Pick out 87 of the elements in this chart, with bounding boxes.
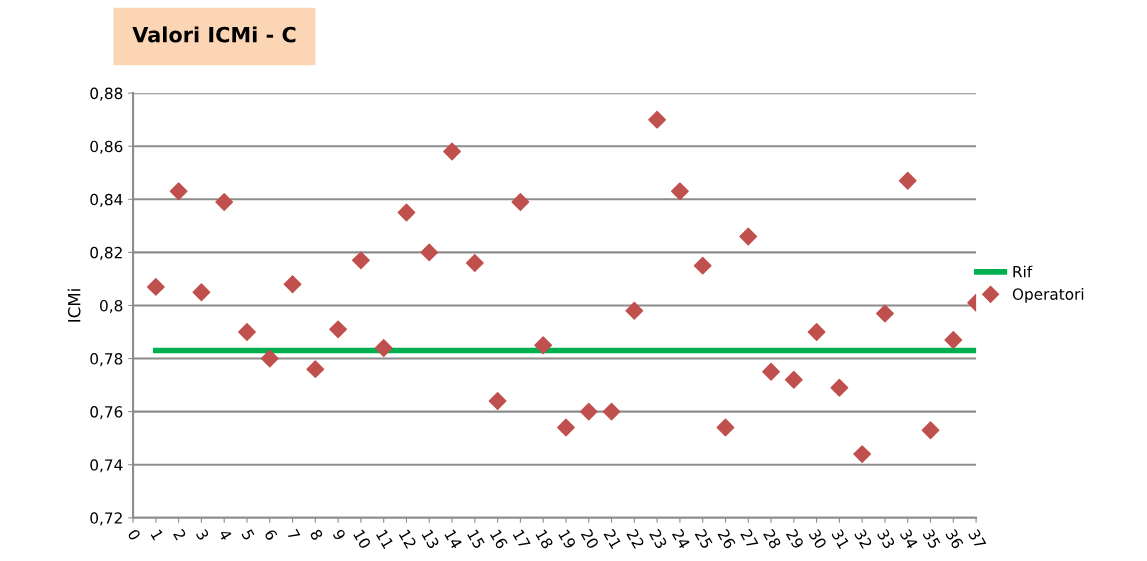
point	[146, 277, 165, 296]
x-tick-label: 7	[287, 528, 301, 541]
point	[192, 283, 211, 302]
x-tick-label: 9	[332, 528, 347, 541]
y-tick-label: 0,86	[90, 140, 123, 154]
x-tick-label: 28	[762, 528, 782, 550]
point	[693, 256, 712, 275]
point	[374, 339, 393, 357]
x-tick-label: 12	[398, 529, 417, 549]
x-tick-label: 16	[489, 529, 509, 550]
x-tick-label: 26	[717, 528, 737, 550]
x-tick-label: 29	[785, 528, 805, 550]
point	[397, 203, 416, 222]
x-tick-label: 5	[241, 528, 255, 541]
x-tick-label: 2	[173, 528, 187, 541]
point	[260, 349, 279, 368]
point	[215, 193, 234, 211]
point	[488, 392, 507, 410]
point	[898, 171, 917, 190]
point	[579, 402, 598, 421]
y-tick-label: 0,84	[90, 193, 123, 207]
x-tick-label: 14	[444, 529, 463, 550]
point	[351, 251, 370, 270]
x-tick-label: 1	[150, 529, 164, 541]
y-tick-label: 0,88	[90, 87, 123, 101]
x-tick-label: 36	[945, 528, 964, 550]
point	[876, 304, 894, 323]
point	[329, 320, 348, 339]
x-tick-label: 10	[353, 529, 372, 550]
point	[739, 227, 758, 246]
x-tick-label: 34	[899, 528, 919, 550]
x-tick-label: 6	[264, 528, 278, 542]
x-tick-label: 25	[694, 528, 714, 550]
x-tick-label: 27	[740, 528, 759, 550]
x-tick-label: 0	[127, 528, 142, 541]
point	[625, 301, 644, 320]
x-tick-label: 30	[808, 528, 828, 550]
point	[648, 110, 667, 129]
x-tick-label: 18	[535, 529, 554, 550]
point	[716, 418, 735, 437]
point	[602, 402, 621, 421]
y-tick-label: 0,74	[90, 459, 123, 473]
x-tick-label: 3	[195, 528, 210, 541]
chart-title: Valori ICMi - C	[132, 26, 296, 43]
x-tick-label: 20	[580, 528, 600, 550]
point	[807, 323, 826, 341]
point	[534, 336, 553, 355]
point	[921, 421, 940, 440]
x-tick-label: 17	[512, 529, 531, 550]
x-tick-label: 4	[218, 528, 233, 542]
point	[853, 445, 872, 464]
point	[670, 182, 689, 201]
x-tick-label: 24	[671, 528, 691, 550]
point	[557, 418, 575, 437]
point	[784, 370, 803, 389]
point	[169, 182, 188, 201]
x-tick-label: 8	[309, 528, 324, 541]
point	[420, 243, 439, 262]
y-tick-label: 0,76	[90, 406, 123, 420]
x-tick-label: 33	[876, 528, 896, 550]
x-tick-label: 22	[626, 528, 645, 549]
y-tick-label: 0,72	[90, 512, 122, 526]
y-tick-label: 0,82	[90, 246, 122, 260]
y-axis-title: ICMi	[67, 289, 81, 322]
x-tick-label: 15	[466, 529, 486, 550]
point	[238, 323, 256, 341]
point	[762, 362, 780, 381]
x-tick-label: 11	[376, 529, 394, 549]
x-tick-label: 37	[967, 528, 987, 550]
x-tick-label: 32	[854, 528, 873, 549]
x-tick-label: 35	[922, 528, 941, 550]
point	[511, 193, 530, 211]
point	[465, 254, 484, 272]
x-tick-label: 13	[421, 529, 440, 550]
x-tick-label: 19	[558, 529, 577, 550]
x-tick-label: 21	[603, 528, 622, 549]
y-tick-label: 0,8	[100, 299, 123, 314]
y-tick-label: 0,78	[90, 353, 123, 367]
point	[306, 360, 325, 379]
point	[443, 142, 461, 161]
x-tick-label: 23	[648, 528, 668, 550]
point	[283, 275, 302, 294]
x-tick-label: 31	[831, 528, 850, 550]
legend-label: Rif	[1013, 265, 1033, 278]
point	[830, 378, 849, 397]
point	[944, 331, 963, 349]
legend-label: Operatori	[1012, 288, 1084, 303]
